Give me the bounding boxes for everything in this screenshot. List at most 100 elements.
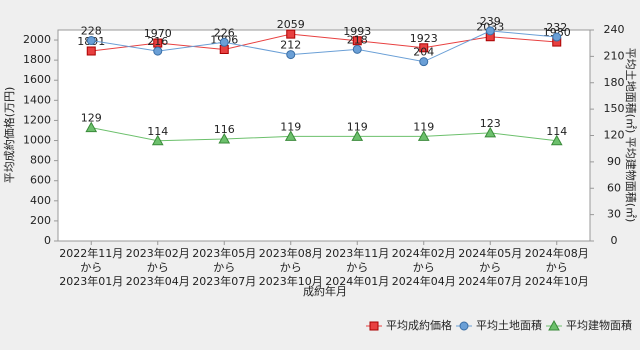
legend-marker xyxy=(459,321,469,331)
legend-marker xyxy=(369,321,379,331)
data-label: 119 xyxy=(413,120,434,133)
marker xyxy=(86,36,96,46)
x-tick-label: 2023年08月から 2023年10月 xyxy=(259,246,323,288)
x-tick-label-line: 2023年04月 xyxy=(126,274,190,288)
data-label: 228 xyxy=(81,25,102,38)
x-tick-label-line: 2023年07月 xyxy=(192,274,256,288)
y-tick-label: 800 xyxy=(30,154,51,167)
data-label: 216 xyxy=(147,35,168,48)
marker xyxy=(550,134,563,146)
marker xyxy=(351,130,364,141)
legend-label: 平均土地面積 xyxy=(476,318,542,332)
x-tick-label-line: 2023年02月 xyxy=(126,246,190,260)
y-tick-label: 2000 xyxy=(23,33,51,46)
data-label: 123 xyxy=(480,117,501,130)
data-label: 218 xyxy=(347,33,368,46)
x-tick-label-line: から xyxy=(80,261,102,274)
legend-symbol xyxy=(459,321,469,331)
x-tick-label: 2023年05月から 2023年07月 xyxy=(192,246,256,288)
marker xyxy=(85,121,98,133)
legend-label: 平均建物面積 xyxy=(566,318,632,332)
marker xyxy=(286,50,296,60)
x-tick-label: 2022年11月から 2023年01月 xyxy=(59,246,123,288)
y2-tick-label: 60 xyxy=(607,181,621,194)
y-tick-label: 1000 xyxy=(23,134,51,147)
y-tick-label: 600 xyxy=(30,174,51,187)
data-label: 212 xyxy=(280,39,301,52)
data-label: 1993 xyxy=(343,25,371,38)
x-tick-label-line: から xyxy=(413,261,435,274)
x-tick-label-line: から xyxy=(546,261,568,274)
y2-tick-label: 180 xyxy=(604,76,625,89)
series-line xyxy=(91,30,557,63)
data-label: 116 xyxy=(214,123,235,136)
y2-tick-label: 120 xyxy=(604,129,625,142)
marker xyxy=(284,130,297,141)
x-tick-label-line: 2023年10月 xyxy=(259,274,323,288)
legend-label: 平均成約価格 xyxy=(386,318,452,332)
data-label: 114 xyxy=(546,125,567,138)
y-tick-label: 400 xyxy=(30,194,51,207)
data-label: 1923 xyxy=(410,32,438,45)
y2-tick-label: 90 xyxy=(607,155,621,168)
x-tick-label: 2023年02月から 2023年04月 xyxy=(126,246,190,288)
marker xyxy=(352,44,362,54)
marker xyxy=(419,43,429,53)
x-tick-label-line: 2024年10月 xyxy=(525,274,589,288)
x-tick-label-line: 2023年11月 xyxy=(325,246,389,260)
y2-tick-label: 0 xyxy=(611,234,618,247)
marker xyxy=(417,130,430,141)
x-tick-label-line: から xyxy=(479,261,501,274)
x-tick-label-line: 2024年02月 xyxy=(392,246,456,260)
marker xyxy=(151,134,164,146)
legend-symbol xyxy=(548,319,560,331)
x-tick-label: 2023年11月から 2024年01月 xyxy=(325,246,389,288)
marker xyxy=(484,126,497,138)
y2-tick-label: 240 xyxy=(604,23,625,36)
marker xyxy=(352,36,362,46)
plot-area xyxy=(57,29,591,242)
marker xyxy=(219,37,229,47)
data-label: 239 xyxy=(480,15,501,28)
x-tick-label-line: から xyxy=(280,261,302,274)
x-tick-label-line: 2024年07月 xyxy=(458,274,522,288)
y2-tick-label: 30 xyxy=(607,208,621,221)
series-line xyxy=(91,33,557,52)
y-axis-label: 平均成約価格(万円) xyxy=(2,87,16,184)
data-label: 2059 xyxy=(277,18,305,31)
series-line xyxy=(91,127,557,142)
y-tick-label: 0 xyxy=(44,234,51,247)
x-tick-label-line: 2023年08月 xyxy=(259,246,323,260)
marker xyxy=(86,46,96,56)
x-tick-label: 2024年02月から 2024年04月 xyxy=(392,246,456,288)
y-tick-label: 1200 xyxy=(23,113,51,126)
legend-marker xyxy=(548,319,560,331)
data-label: 226 xyxy=(214,26,235,39)
data-label: 232 xyxy=(546,21,567,34)
data-label: 119 xyxy=(280,120,301,133)
data-label: 1970 xyxy=(144,27,172,40)
marker xyxy=(218,132,231,144)
y2-axis-label: 平均土地面積(㎡) 平均建物面積(㎡) xyxy=(624,48,638,223)
x-tick-label-line: 2023年05月 xyxy=(192,246,256,260)
x-tick-label: 2024年08月から 2024年10月 xyxy=(525,246,589,288)
marker xyxy=(419,57,429,67)
x-axis-label: 成約年月 xyxy=(303,284,347,298)
x-tick-label-line: 2024年08月 xyxy=(525,246,589,260)
marker xyxy=(153,46,163,56)
x-tick-label-line: 2023年01月 xyxy=(59,274,123,288)
y2-tick-label: 210 xyxy=(604,49,625,62)
data-label: 204 xyxy=(413,46,434,59)
marker xyxy=(552,32,562,42)
x-tick-label-line: から xyxy=(147,261,169,274)
x-tick-label-line: 2022年11月 xyxy=(59,246,123,260)
x-tick-label: 2024年05月から 2024年07月 xyxy=(458,246,522,288)
legend-symbol xyxy=(369,321,379,331)
marker xyxy=(485,26,495,36)
y-tick-label: 1600 xyxy=(23,73,51,86)
x-tick-label-line: 2024年01月 xyxy=(325,274,389,288)
data-label: 114 xyxy=(147,125,168,138)
data-label: 129 xyxy=(81,112,102,125)
